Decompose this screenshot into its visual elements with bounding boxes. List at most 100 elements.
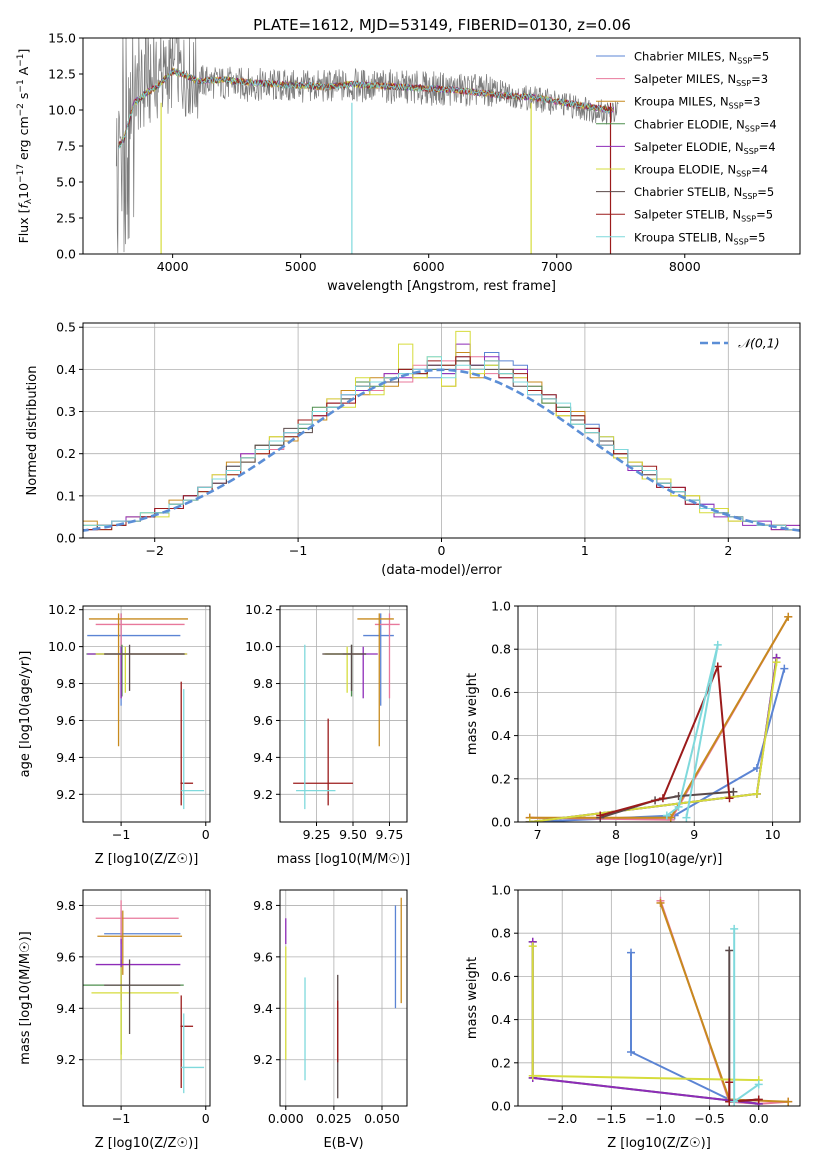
x-axis-label: Z [log10(Z/Z☉)] — [607, 1136, 711, 1151]
y-axis-label-part: A — [16, 66, 31, 79]
axes-overlay: −2 −1 0 1 2 0.0 0.1 0.2 0.3 0.4 0.5 (data-model)/er… — [25, 320, 801, 578]
y-axis-label-part: −2 — [16, 103, 26, 116]
legend-entry: Salpeter STELIB, NSSP=5 — [634, 208, 773, 224]
normal-distribution-curve — [83, 368, 800, 532]
x-tick-label: 0.025 — [316, 1111, 352, 1126]
y-axis-label: age [log10(age/yr)] — [18, 651, 33, 778]
x-tick-label: 0 — [202, 1111, 210, 1126]
y-tick-label: 9.2 — [56, 1052, 76, 1067]
y-axis-label-part: Flux [ — [16, 209, 31, 244]
x-axis-label: wavelength [Angstrom, rest frame] — [327, 279, 556, 294]
y-tick-label: 0.4 — [491, 728, 511, 743]
y-tick-label: 0.6 — [491, 969, 511, 984]
y-tick-label: 9.8 — [56, 898, 76, 913]
x-tick-label: −0.5 — [694, 1111, 724, 1126]
legend-entry: Kroupa ELODIE, NSSP=4 — [634, 163, 768, 179]
y-tick-label: 0.0 — [56, 531, 76, 546]
y-axis-label-part: s — [16, 93, 31, 104]
legend-value: =3 — [751, 72, 768, 86]
age-vs-mass-panel: 9.25 9.50 9.75 9.2 9.4 9.6 9.8 10.0 10.2 mass [lo… — [245, 602, 410, 867]
y-tick-label: 0.0 — [56, 247, 76, 262]
x-tick-label: 9 — [690, 827, 698, 842]
x-tick-label: 0 — [438, 543, 446, 558]
mass-weight-line — [659, 900, 789, 1105]
x-axis-label: Z [log10(Z/Z☉)] — [95, 852, 199, 867]
axes-overlay: −1 0 9.2 9.4 9.6 9.8 10.0 10.2 Z [log10(Z/Z☉)] ag… — [18, 602, 211, 867]
mass-weight-line — [600, 665, 731, 817]
y-tick-label: 0.6 — [491, 685, 511, 700]
mass-weight-line — [529, 616, 790, 819]
y-tick-label: 9.4 — [253, 1001, 273, 1016]
y-axis-label-part: −17 — [16, 164, 26, 183]
y-tick-label: 0.4 — [56, 362, 76, 377]
x-tick-label: 0.050 — [364, 1111, 400, 1126]
y-tick-label: 0.8 — [491, 926, 511, 941]
legend-entry: Chabrier ELODIE, NSSP=4 — [634, 117, 777, 133]
y-tick-label: 9.8 — [253, 898, 273, 913]
x-tick-label: 8000 — [669, 259, 701, 274]
axes-frame — [517, 605, 801, 823]
legend-subscript: SSP — [736, 170, 751, 179]
legend-entry: Kroupa STELIB, NSSP=5 — [634, 230, 765, 246]
y-tick-label: 9.8 — [56, 676, 76, 691]
y-tick-label: 0.3 — [56, 404, 76, 419]
mass-weight-vs-metallicity-panel: −2.0 −1.5 −1.0 −0.5 0.0 0.0 0.2 0.4 0.6 0.8 1.0 Z [… — [465, 883, 801, 1151]
y-axis-label: Normed distribution — [25, 366, 40, 496]
legend-entry: Kroupa MILES, NSSP=3 — [634, 95, 760, 111]
axes-overlay: 9.25 9.50 9.75 9.2 9.4 9.6 9.8 10.0 10.2 mass [lo… — [245, 602, 410, 867]
y-tick-label: 0.2 — [491, 1055, 511, 1070]
y-tick-label: 0.0 — [491, 815, 511, 830]
legend-subscript: SSP — [729, 102, 744, 111]
legend-value: =5 — [752, 50, 769, 64]
y-axis-label: mass weight — [465, 673, 480, 755]
legend-entry: Chabrier STELIB, NSSP=5 — [634, 185, 774, 201]
x-tick-label: 9.25 — [303, 827, 331, 842]
y-tick-label: 7.5 — [56, 139, 76, 154]
legend-entry: Salpeter ELODIE, NSSP=4 — [634, 140, 776, 156]
x-tick-label: −1 — [112, 1111, 130, 1126]
model-spectrum-line — [118, 68, 611, 150]
y-axis-label-part: −1 — [16, 79, 26, 92]
mass-weight-line — [630, 952, 759, 1105]
legend-entry: Chabrier MILES, NSSP=5 — [634, 50, 769, 66]
axes-overlay: −2.0 −1.5 −1.0 −0.5 0.0 0.0 0.2 0.4 0.6 0.8 1.0 Z [… — [465, 883, 801, 1151]
plot-area — [83, 330, 800, 532]
mass-weight-line — [529, 662, 778, 822]
x-tick-label: −1 — [112, 827, 130, 842]
y-tick-label: 10.2 — [48, 602, 76, 617]
plot-area — [528, 896, 793, 1106]
legend: Chabrier MILES, NSSP=5 Salpeter MILES, NS… — [596, 50, 777, 246]
y-axis-label-part: f — [16, 203, 31, 209]
axes-frame — [517, 889, 801, 1107]
legend-subscript: SSP — [737, 57, 752, 66]
mass-weight-line — [529, 657, 778, 822]
x-tick-label: −1.5 — [596, 1111, 626, 1126]
x-tick-label: 7 — [534, 827, 542, 842]
plot-area — [86, 613, 205, 810]
x-tick-label: 10 — [765, 827, 781, 842]
y-tick-label: 0.8 — [491, 642, 511, 657]
legend-value: =5 — [756, 208, 773, 222]
observed-spectrum-line — [115, 38, 619, 254]
axes-overlay: 7 8 9 10 0.0 0.2 0.4 0.6 0.8 1.0 age [log10(age/yr… — [465, 599, 801, 867]
y-tick-label: 0.0 — [491, 1099, 511, 1114]
legend-value: =5 — [749, 230, 766, 244]
y-axis-label-part: erg cm — [16, 116, 31, 164]
axes-frame — [279, 605, 408, 823]
legend-subscript: SSP — [745, 124, 760, 133]
mass-weight-line — [529, 616, 790, 821]
mass-weight-line — [666, 643, 719, 818]
axes-frame — [82, 889, 211, 1107]
x-tick-label: −2.0 — [547, 1111, 577, 1126]
x-axis-label: age [log10(age/yr)] — [596, 852, 723, 867]
y-tick-label: 9.6 — [56, 949, 76, 964]
x-tick-label: 5000 — [285, 259, 317, 274]
x-tick-label: −1 — [289, 543, 307, 558]
figure-title: PLATE=1612, MJD=53149, FIBERID=0130, z=0… — [253, 16, 631, 34]
y-axis-label-part: 10 — [16, 183, 31, 199]
y-tick-label: 0.1 — [56, 488, 76, 503]
legend-entry: Salpeter MILES, NSSP=3 — [634, 72, 768, 88]
plot-area — [115, 38, 619, 254]
y-tick-label: 10.0 — [245, 639, 273, 654]
